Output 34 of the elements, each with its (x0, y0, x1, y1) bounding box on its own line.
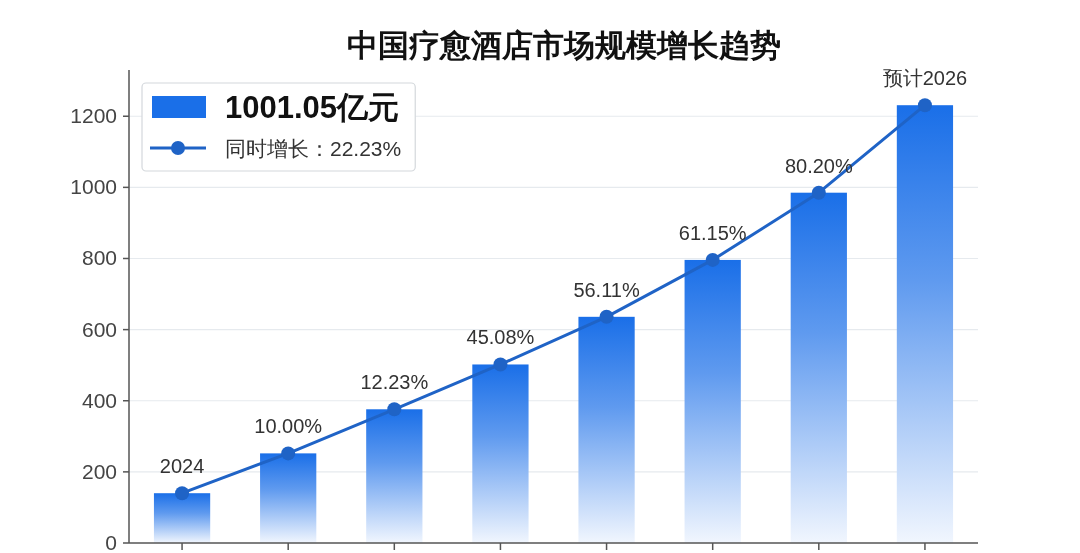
bar (472, 364, 529, 543)
bar (366, 409, 423, 543)
bar (790, 192, 847, 543)
y-tick-label: 800 (81, 246, 117, 270)
y-tick-label: 400 (81, 388, 117, 412)
annotation: 45.08% (466, 326, 535, 349)
annotation: 12.23% (360, 371, 429, 394)
point (387, 402, 402, 417)
legend-label: 1001.05亿元 (225, 90, 400, 125)
y-tick-label: 1000 (70, 175, 117, 199)
bar (153, 493, 211, 543)
annotation: 80.20% (784, 154, 853, 177)
legend-label: 同时增长：22.23% (225, 137, 402, 160)
annotation: 10.00% (254, 415, 323, 438)
annotation: 61.15% (678, 221, 747, 244)
annotation: 预计2026 (882, 67, 968, 90)
bar (260, 453, 317, 543)
point (917, 98, 932, 113)
bar (578, 316, 635, 543)
point (811, 185, 826, 200)
point (175, 486, 190, 501)
y-tick-label: 1200 (70, 104, 117, 128)
bar (684, 259, 741, 543)
point (705, 252, 720, 267)
point (493, 357, 508, 372)
chart-title: 中国疗愈酒店市场规模增长趋势 (347, 28, 781, 63)
y-tick-label: 200 (81, 459, 117, 483)
annotation: 2024 (159, 455, 205, 478)
y-tick-label: 600 (81, 317, 117, 341)
annotation: 56.11% (573, 278, 640, 301)
point (599, 309, 614, 324)
y-tick-label: 0 (105, 531, 117, 553)
bar (896, 105, 954, 543)
point (281, 446, 296, 461)
